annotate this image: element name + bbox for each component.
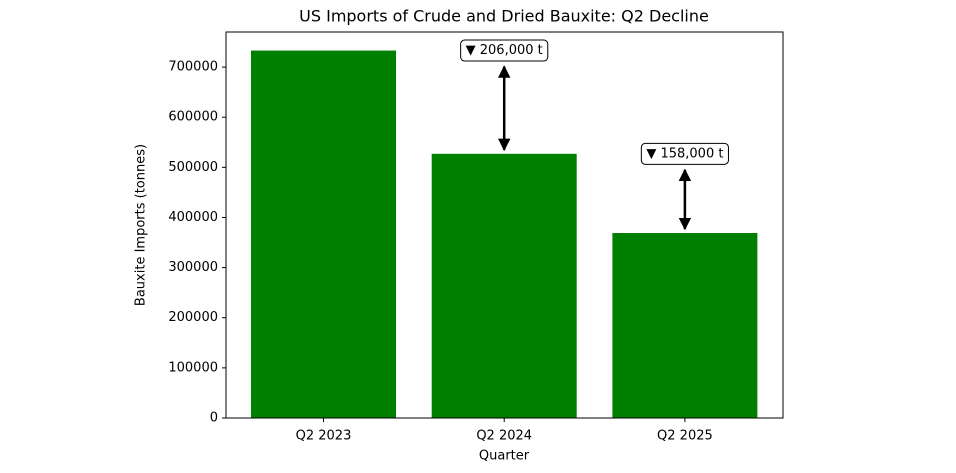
- y-axis-label: Bauxite Imports (tonnes): [134, 144, 149, 306]
- bar: [431, 153, 577, 418]
- y-tick-label: 400000: [168, 210, 218, 225]
- y-tick-label: 0: [210, 411, 218, 426]
- x-tick-label: Q2 2024: [476, 429, 532, 444]
- y-tick-label: 600000: [168, 110, 218, 125]
- annotation: ▼ 158,000 t: [646, 146, 723, 161]
- x-tick-label: Q2 2025: [657, 429, 713, 444]
- x-tick-label: Q2 2023: [296, 429, 352, 444]
- annotation-box: [640, 142, 729, 165]
- y-tick-label: 100000: [168, 360, 218, 375]
- chart-title: US Imports of Crude and Dried Bauxite: Q…: [299, 7, 709, 26]
- y-tick-label: 500000: [168, 160, 218, 175]
- annotation: ▼ 206,000 t: [466, 43, 543, 58]
- y-tick-label: 300000: [168, 260, 218, 275]
- y-tick-label: 700000: [168, 60, 218, 75]
- plot-frame: [225, 31, 784, 419]
- y-tick-label: 200000: [168, 310, 218, 325]
- bar: [612, 233, 758, 418]
- bar: [251, 50, 396, 418]
- annotation-box: [460, 39, 549, 62]
- x-axis-label: Quarter: [479, 449, 530, 464]
